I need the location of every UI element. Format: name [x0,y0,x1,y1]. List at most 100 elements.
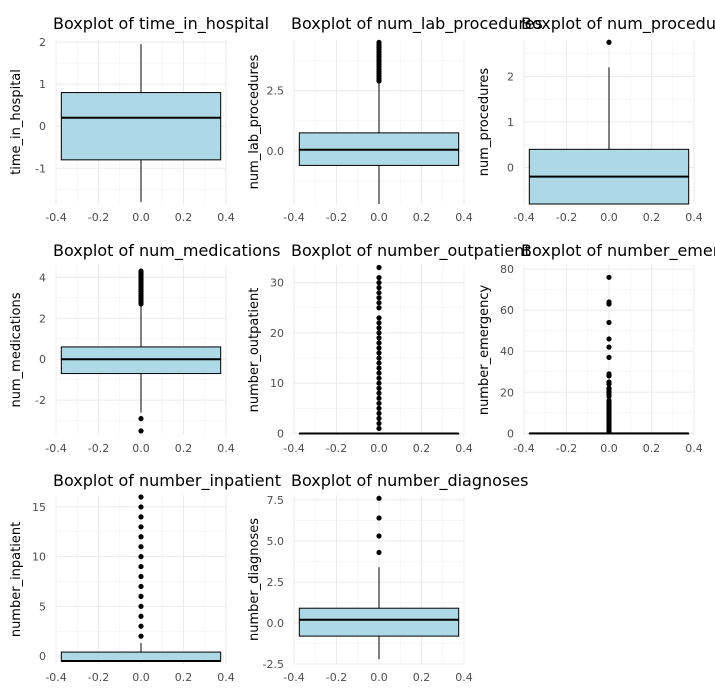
x-tick-label: -0.2 [556,211,577,224]
y-axis-label: time_in_hospital [9,69,24,175]
outlier-point [138,416,144,422]
x-tick-label: 0.0 [600,211,618,224]
y-tick-label: 2.5 [267,85,285,98]
x-tick-label: 0.2 [643,442,661,455]
x-tick-label: 0.4 [455,211,473,224]
outlier-point [606,344,612,350]
outlier-point [138,563,144,570]
outlier-point [606,39,612,45]
x-tick-label: 0.0 [132,442,150,455]
outlier-point [376,264,382,271]
outlier-point [376,380,382,386]
outlier-point [606,379,612,385]
x-tick-label: -0.4 [45,442,66,455]
panel-title: Boxplot of num_medications [53,241,280,261]
y-tick-label: 15 [32,501,46,514]
outlier-point [376,335,382,341]
outlier-point [138,268,144,274]
iqr-box [60,651,222,662]
outlier-point [138,593,144,600]
panel-title: Boxplot of number_outpatient [291,241,531,261]
x-tick-label: -0.2 [88,211,109,224]
y-tick-label: 40 [500,345,514,358]
x-tick-label: 0.2 [175,671,193,684]
x-tick-label: 0.2 [643,211,661,224]
outlier-point [376,274,382,281]
outlier-point [138,613,144,619]
outlier-point [376,350,382,356]
outlier-point [138,524,144,530]
y-tick-label: 7.5 [267,494,285,507]
y-tick-label: -2 [35,394,46,407]
y-tick-label: 20 [270,327,284,340]
outlier-point [376,295,382,301]
x-tick-label: 0.4 [217,671,235,684]
y-tick-label: 2 [507,70,514,83]
x-tick-label: 0.4 [455,442,473,455]
y-tick-label: 4 [39,271,46,284]
outlier-point [376,365,382,371]
x-tick-label: 0.0 [132,671,150,684]
boxplot-panel: -0.4 -0.2 0.0 0.2 0.4 2.5 0.0 num_lab_procedure… [247,14,543,224]
y-tick-label: 2 [39,36,46,49]
x-tick-label: -0.2 [88,442,109,455]
panel-title: Boxplot of num_lab_procedures [291,14,543,34]
boxplot-panel: -0.4 -0.2 0.0 0.2 0.4 30 20 10 0 number_outpatien… [247,241,531,455]
y-tick-label: 10 [270,377,284,390]
x-tick-label: 0.4 [685,211,703,224]
outlier-point [376,385,382,391]
y-axis-label: number_emergency [477,285,492,416]
x-tick-label: -0.4 [513,442,534,455]
y-tick-label: 80 [500,263,514,276]
panel-title: Boxplot of number_emergency [521,241,715,261]
x-tick-label: 0.0 [370,671,388,684]
y-axis-label: number_inpatient [9,522,24,637]
outlier-point [376,280,382,286]
y-tick-label: 0 [39,353,46,366]
outlier-point [376,410,382,416]
outlier-point [376,400,382,406]
outlier-point [606,397,612,404]
outlier-point [138,504,144,510]
boxplot-panel: -0.4 -0.2 0.0 0.2 0.4 15 10 5 0 number_inpatient B… [9,471,281,684]
boxplot-panel: -0.4 -0.2 0.0 0.2 0.4 2 1 0 -1 time_in_hospital Bo… [9,14,269,224]
outlier-point [138,623,144,629]
outlier-point [376,330,382,336]
y-tick-label: 5 [39,600,46,613]
outlier-point [606,385,612,391]
x-tick-label: 0.4 [217,211,235,224]
x-tick-label: -0.2 [88,671,109,684]
x-tick-label: 0.0 [600,442,618,455]
x-tick-label: 0.2 [175,211,193,224]
outlier-point [376,405,382,411]
panel-title: Boxplot of number_diagnoses [291,471,528,491]
y-tick-label: 5.0 [267,535,285,548]
x-tick-label: -0.4 [45,211,66,224]
x-tick-label: 0.4 [455,671,473,684]
y-tick-label: -1 [35,162,46,175]
outlier-point [376,315,382,321]
x-tick-label: -0.2 [326,671,347,684]
y-tick-label: 30 [270,277,284,290]
outlier-point [606,371,612,377]
x-tick-label: -0.4 [513,211,534,224]
outlier-point [606,274,612,280]
outlier-point [138,494,144,500]
y-tick-label: 0.0 [267,145,285,158]
x-tick-label: 0.4 [217,442,235,455]
x-tick-label: -0.2 [556,442,577,455]
outlier-point [376,345,382,351]
outlier-point [376,355,382,361]
x-tick-label: -0.4 [283,211,304,224]
y-tick-label: 10 [32,551,46,564]
outlier-point [138,633,144,639]
panel-title: Boxplot of number_inpatient [53,471,281,491]
iqr-box [60,346,222,375]
boxplot-panel: -0.4 -0.2 0.0 0.2 0.4 7.5 5.0 2.5 0.0 -2.5 number_… [247,471,528,684]
outlier-point [376,415,382,422]
outlier-point [376,370,382,376]
y-axis-label: number_outpatient [247,288,262,413]
outlier-point [376,305,382,311]
boxplot-panel: -0.4 -0.2 0.0 0.2 0.4 80 60 40 20 0 number_emergen… [477,241,715,455]
x-tick-label: 0.2 [413,211,431,224]
